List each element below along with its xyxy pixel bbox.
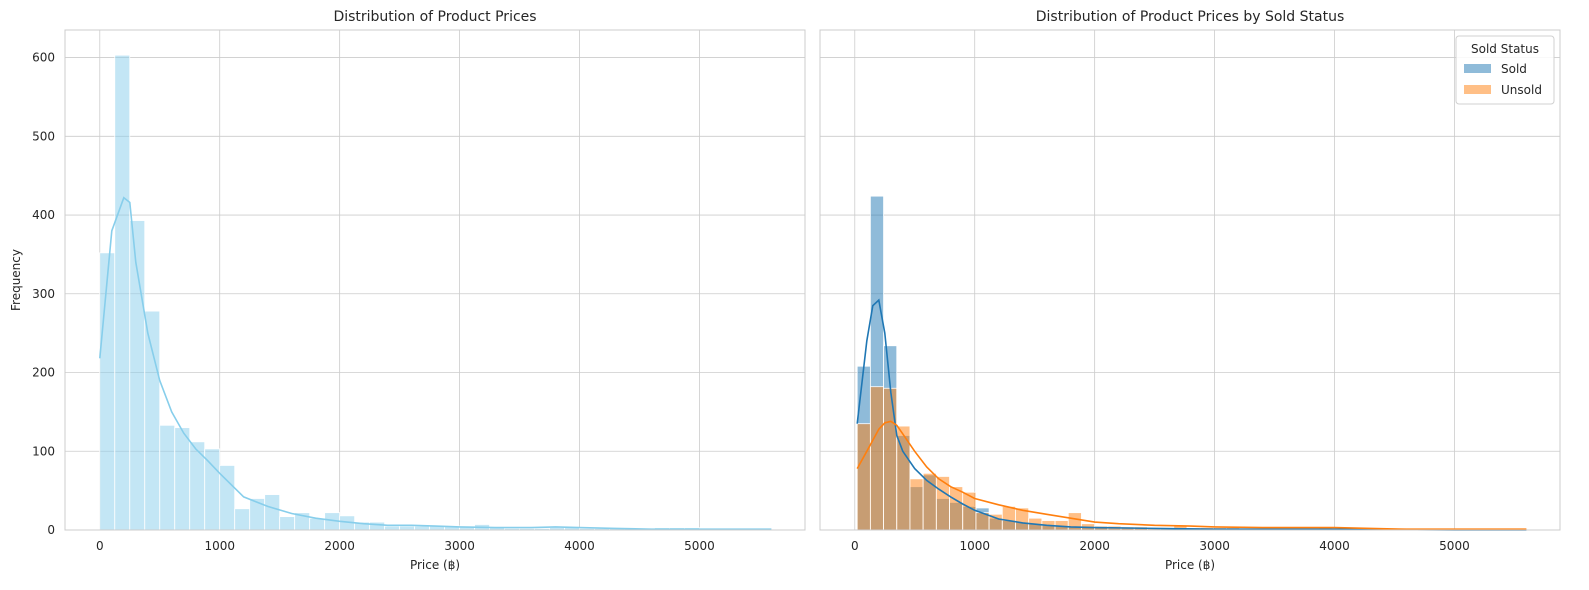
x-tick-label: 3000: [1199, 539, 1230, 553]
series-unsold-bars: [856, 386, 1518, 531]
x-tick-label: 5000: [1439, 539, 1470, 553]
histogram-bar: [909, 478, 924, 531]
histogram-bar: [869, 386, 884, 531]
y-tick-label: 100: [32, 444, 55, 458]
histogram-bar: [399, 525, 416, 531]
legend-label-sold: Sold: [1501, 62, 1527, 76]
x-tick-label: 2000: [324, 539, 355, 553]
histogram-bar: [144, 310, 161, 531]
kde-line: [99, 196, 772, 531]
histogram-bar: [1001, 505, 1016, 531]
y-axis-label: Frequency: [9, 249, 23, 311]
histogram-bar: [883, 387, 898, 531]
x-axis-label: Price (฿): [410, 558, 460, 572]
plot-frame: [64, 29, 806, 531]
histogram-bar: [264, 494, 281, 531]
legend: Sold Status Sold Unsold: [1455, 35, 1555, 105]
histogram-bar: [384, 525, 401, 531]
plot-frame: [819, 29, 1561, 531]
histogram-bar: [234, 508, 251, 531]
histogram-bar: [174, 427, 191, 531]
histogram-bar: [949, 486, 964, 531]
y-tick-label: 0: [47, 523, 55, 537]
x-tick-label: 0: [96, 539, 104, 553]
histogram-bar: [856, 423, 871, 531]
legend-swatch-unsold: [1464, 85, 1491, 94]
x-tick-label: 4000: [564, 539, 595, 553]
x-tick-label: 0: [851, 539, 859, 553]
y-tick-label: 500: [32, 129, 55, 143]
series-prices-bars: [99, 54, 775, 531]
y-tick-label: 300: [32, 287, 55, 301]
price-distribution-chart: 0 1000 2000 3000 4000 5000 0 100 200 300 400 500 600…: [9, 9, 806, 572]
y-tick-label: 200: [32, 366, 55, 380]
kde-line-unsold: [856, 420, 1527, 531]
kde-line-sold: [856, 298, 1527, 531]
histogram-bar: [309, 517, 326, 531]
histogram-bar: [414, 525, 431, 531]
histogram-bar: [159, 424, 176, 531]
x-tick-label: 1000: [204, 539, 235, 553]
chart-title: Distribution of Product Prices: [333, 9, 536, 25]
histogram-bar: [249, 498, 266, 531]
price-by-sold-status-chart: 0 1000 2000 3000 4000 5000 Distribution of Pro…: [819, 9, 1561, 572]
x-axis-label: Price (฿): [1165, 558, 1215, 572]
x-tick-label: 2000: [1079, 539, 1110, 553]
x-tick-label: 1000: [959, 539, 990, 553]
legend-title: Sold Status: [1471, 42, 1539, 56]
legend-swatch-sold: [1464, 64, 1491, 73]
histogram-bar: [114, 54, 131, 531]
histogram-bar: [279, 516, 296, 531]
x-tick-label: 3000: [444, 539, 475, 553]
y-tick-label: 600: [32, 51, 55, 65]
x-tick-label: 5000: [684, 539, 715, 553]
histogram-bar: [369, 521, 386, 531]
chart-title: Distribution of Product Prices by Sold S…: [1036, 9, 1345, 25]
histogram-bar: [99, 252, 116, 531]
y-tick-label: 400: [32, 208, 55, 222]
x-tick-label: 4000: [1319, 539, 1350, 553]
legend-label-unsold: Unsold: [1501, 83, 1542, 97]
